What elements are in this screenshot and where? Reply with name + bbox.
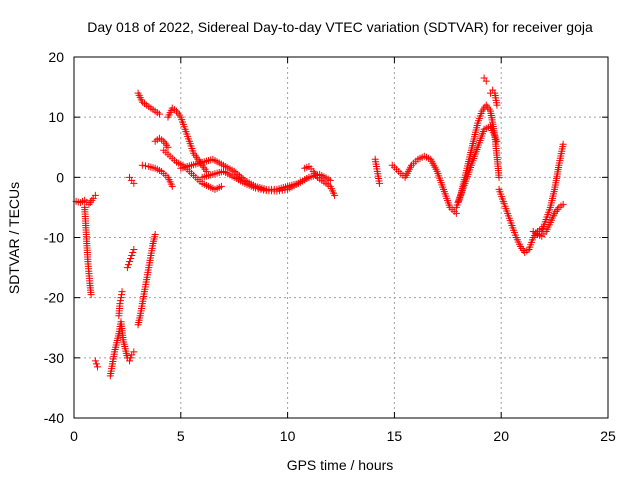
data-point	[87, 291, 95, 299]
series-seg-g	[134, 230, 159, 329]
data-point	[130, 348, 138, 356]
series-seg-f	[123, 246, 138, 272]
data-point	[126, 258, 134, 266]
data-point	[123, 264, 131, 272]
series-seg-k	[151, 134, 172, 151]
data-point	[91, 357, 99, 365]
series-seg-a	[72, 191, 99, 208]
data-point	[151, 230, 159, 238]
series-seg-b	[81, 203, 95, 299]
series-seg-i	[134, 89, 163, 118]
series-seg-u	[480, 74, 490, 85]
series-seg-h	[126, 173, 138, 187]
data-point	[130, 246, 138, 254]
data-point	[305, 173, 313, 181]
x-axis-label: GPS time / hours	[287, 457, 394, 473]
data-point	[331, 191, 339, 199]
data-point	[217, 182, 225, 190]
data-point	[452, 209, 460, 217]
series-seg-l	[164, 104, 210, 175]
data-point	[230, 167, 238, 175]
data-point	[93, 363, 101, 371]
data-point	[375, 179, 383, 187]
data-point-interp	[116, 297, 124, 305]
data-point-interp	[142, 162, 150, 170]
data-point	[117, 294, 125, 302]
data-point	[155, 110, 163, 118]
data-point	[126, 357, 134, 365]
x-tick-label: 0	[70, 428, 78, 444]
data-point	[493, 101, 501, 109]
data-point	[168, 182, 176, 190]
y-tick-label: -30	[44, 350, 64, 366]
y-tick-label: -10	[44, 230, 64, 246]
series-seg-j	[138, 161, 176, 190]
series-seg-p	[301, 163, 339, 199]
series-seg-v	[487, 86, 501, 109]
chart-title: Day 018 of 2022, Sidereal Day-to-day VTE…	[87, 19, 593, 35]
series-seg-m	[160, 146, 225, 193]
series-seg-y	[529, 200, 567, 240]
x-tick-label: 5	[177, 428, 185, 444]
y-tick-label: 10	[48, 109, 64, 125]
x-tick-label: 20	[493, 428, 509, 444]
data-point-interp	[129, 249, 137, 257]
data-point	[482, 77, 490, 85]
data-point-interp	[234, 170, 242, 178]
series-seg-e	[115, 288, 126, 320]
y-tick-label: 20	[48, 49, 64, 65]
series-seg-q	[371, 155, 383, 187]
data-point	[559, 200, 567, 208]
series-seg-x	[538, 140, 567, 235]
data-point	[326, 176, 334, 184]
data-point	[559, 140, 567, 148]
series-seg-o	[198, 167, 313, 195]
data-point-interp	[127, 255, 135, 263]
x-tick-label: 25	[600, 428, 616, 444]
axis-ticks: 0 5 10 15 20 25 -40 -30 -20 -10 0 10 20	[44, 49, 616, 444]
data-point	[116, 300, 124, 308]
series-seg-r	[388, 152, 460, 217]
x-tick-label: 15	[387, 428, 403, 444]
data-point	[130, 179, 138, 187]
data-point	[118, 288, 126, 296]
data-point	[92, 360, 100, 368]
data-point	[493, 137, 501, 145]
y-tick-label: 0	[56, 169, 64, 185]
series-seg-t	[454, 122, 501, 205]
data-point	[138, 161, 146, 169]
y-axis-label: SDTVAR / TECUs	[6, 182, 22, 294]
grid-lines	[74, 57, 608, 418]
data-points	[72, 74, 567, 380]
data-point-interp	[124, 261, 132, 269]
y-tick-label: -20	[44, 290, 64, 306]
data-point-interp	[118, 291, 126, 299]
y-tick-label: -40	[44, 410, 64, 426]
data-point	[164, 143, 172, 151]
data-point	[128, 252, 136, 260]
data-point	[495, 173, 503, 181]
series-seg-d	[106, 318, 138, 380]
x-tick-label: 10	[280, 428, 296, 444]
data-point-interp	[127, 354, 135, 362]
data-point	[91, 191, 99, 199]
series-seg-c	[91, 357, 101, 371]
series-seg-w	[495, 185, 546, 257]
